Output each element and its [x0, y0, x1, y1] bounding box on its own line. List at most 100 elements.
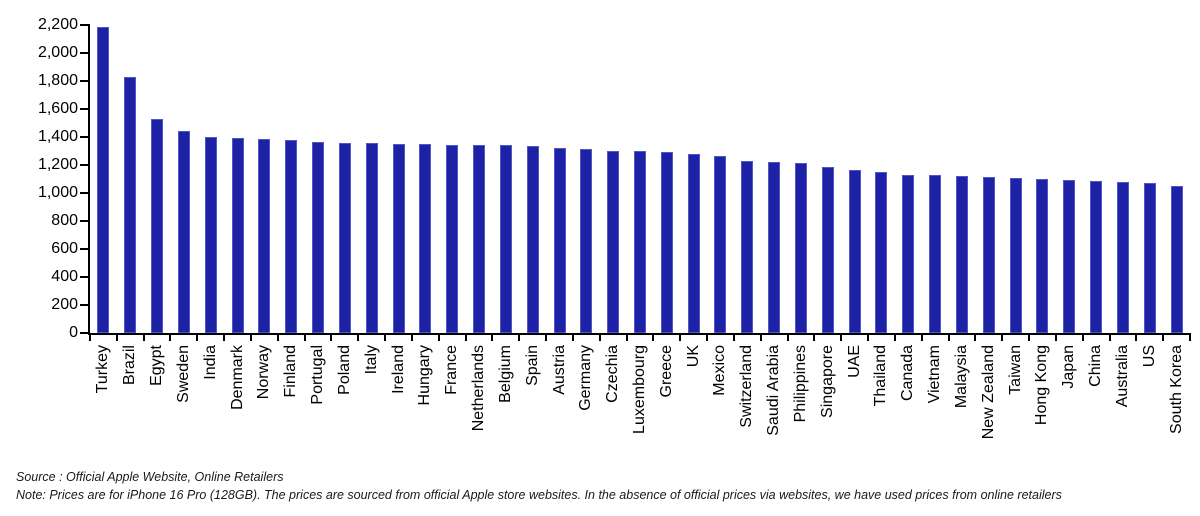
x-axis-label: UAE [845, 345, 863, 378]
x-axis-tick [679, 335, 682, 341]
y-axis-tick-label: 600 [51, 240, 78, 257]
source-note: Source : Official Apple Website, Online … [16, 470, 284, 484]
y-axis-tick [80, 220, 88, 222]
x-axis-tick [1162, 335, 1165, 341]
x-axis-tick [223, 335, 226, 341]
bar-belgium [499, 145, 512, 333]
bar-luxembourg [634, 151, 646, 333]
x-axis-tick [384, 335, 387, 341]
bar-taiwan [1009, 178, 1022, 333]
bar-canada [902, 175, 915, 333]
x-axis-tick [196, 335, 199, 341]
x-axis-tick [518, 335, 521, 341]
y-axis-tick [80, 136, 88, 138]
x-axis-tick [1001, 335, 1004, 341]
x-axis-label: Czechia [604, 345, 622, 403]
x-axis-label: Spain [523, 345, 541, 386]
x-axis-tick [89, 335, 91, 341]
x-axis-label: Hong Kong [1033, 345, 1051, 426]
y-axis-line [88, 24, 90, 335]
bar-turkey [97, 27, 110, 333]
x-axis-tick [759, 335, 762, 341]
x-axis-tick [357, 335, 360, 341]
x-axis-label: Ireland [389, 345, 407, 394]
x-axis-tick [893, 335, 896, 341]
y-axis-tick [80, 108, 88, 110]
y-axis-tick [80, 52, 88, 54]
bar-australia [1116, 182, 1129, 333]
y-axis-tick-label: 1,200 [37, 156, 78, 173]
methodology-note: Note: Prices are for iPhone 16 Pro (128G… [16, 488, 1062, 502]
x-axis-tick [652, 335, 655, 341]
x-axis-tick [249, 335, 252, 341]
x-axis-label: Denmark [228, 345, 246, 410]
bar-egypt [151, 119, 164, 333]
bar-finland [285, 140, 298, 333]
bar-denmark [231, 138, 244, 333]
y-axis-tick-label: 1,600 [37, 100, 78, 117]
bar-ireland [392, 144, 405, 333]
bar-malaysia [955, 176, 968, 333]
bar-thailand [875, 172, 888, 333]
bar-us [1143, 183, 1156, 333]
x-axis-tick [276, 335, 279, 341]
bar-hong-kong [1036, 179, 1049, 333]
x-axis-tick [1108, 335, 1111, 341]
x-axis-tick [410, 335, 413, 341]
bar-netherlands [473, 145, 486, 333]
x-axis-tick [437, 335, 440, 341]
x-axis-tick [706, 335, 709, 341]
x-axis-tick [1189, 335, 1191, 341]
y-axis-tick [80, 24, 88, 26]
x-axis-tick [786, 335, 789, 341]
x-axis-label: Turkey [94, 345, 112, 394]
bar-austria [553, 148, 566, 333]
x-axis-tick [625, 335, 628, 341]
bar-italy [365, 143, 378, 333]
y-axis-tick [80, 304, 88, 306]
bar-poland [338, 143, 351, 333]
bar-uk [687, 154, 700, 333]
bar-uae [848, 170, 861, 333]
y-axis-tick [80, 80, 88, 82]
bar-hungary [419, 144, 432, 333]
bar-mexico [714, 156, 727, 333]
y-axis-tick-label: 800 [51, 212, 78, 229]
x-axis-label: Egypt [148, 345, 166, 386]
x-axis-label: Japan [1060, 345, 1078, 389]
bar-germany [580, 149, 593, 333]
bar-new-zealand [982, 177, 995, 333]
y-axis-tick [80, 164, 88, 166]
chart-footer: Source : Official Apple Website, Online … [16, 468, 1062, 504]
bar-china [1090, 181, 1103, 333]
bar-norway [258, 139, 271, 333]
x-axis-label: Austria [550, 345, 568, 395]
bar-philippines [794, 163, 807, 333]
y-axis-tick [80, 192, 88, 194]
y-axis-tick-label: 1,800 [37, 72, 78, 89]
x-axis-label: France [443, 345, 461, 395]
bar-france [446, 145, 459, 333]
bar-brazil [124, 77, 137, 333]
x-axis-tick [1135, 335, 1138, 341]
x-axis-label: Switzerland [738, 345, 756, 428]
y-axis-tick-label: 1,400 [37, 128, 78, 145]
x-axis-tick [1054, 335, 1057, 341]
x-axis-label: Germany [577, 345, 595, 411]
x-axis-tick [947, 335, 950, 341]
bar-sweden [177, 131, 190, 333]
bar-south-korea [1170, 186, 1183, 333]
y-axis-tick-label: 2,000 [37, 44, 78, 61]
y-axis-tick [80, 276, 88, 278]
bar-portugal [312, 142, 325, 333]
x-axis-label: US [1140, 345, 1158, 368]
x-axis-label: Italy [362, 345, 380, 375]
x-axis-label: Malaysia [952, 345, 970, 409]
y-axis-tick-label: 400 [51, 268, 78, 285]
x-axis-label: Brazil [121, 345, 139, 386]
bar-india [204, 137, 217, 333]
x-axis-tick [974, 335, 977, 341]
x-axis-label: Philippines [791, 345, 809, 423]
bar-japan [1063, 180, 1076, 333]
